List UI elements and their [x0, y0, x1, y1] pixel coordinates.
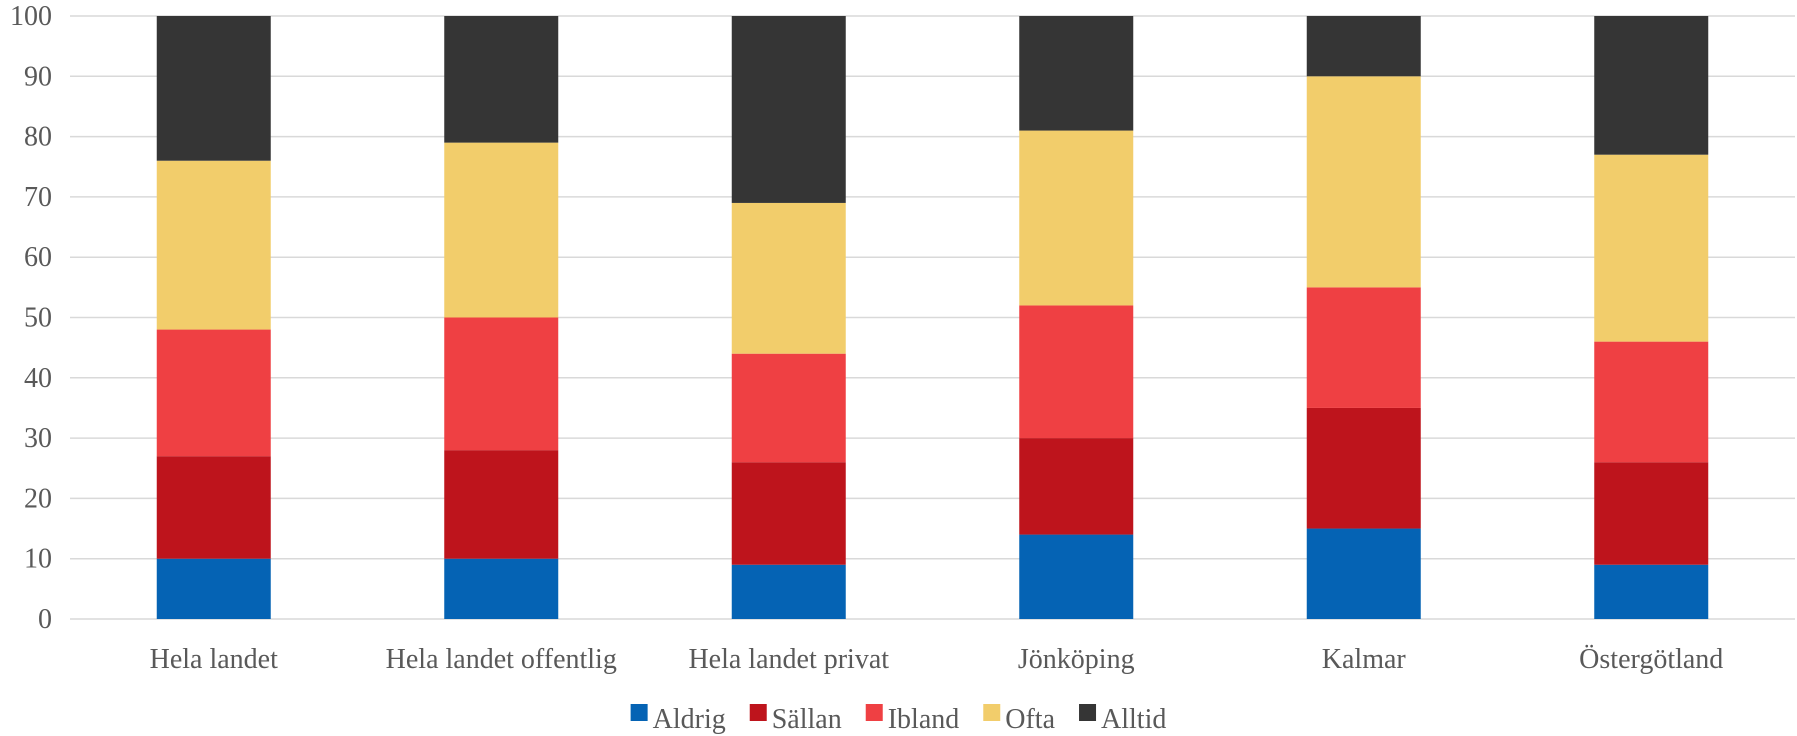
y-tick-label: 90 — [24, 61, 52, 92]
legend-label: Ofta — [1005, 704, 1055, 735]
bar-segment-sällan — [444, 450, 558, 559]
bar-segment-ofta — [444, 143, 558, 318]
legend-label: Sällan — [772, 704, 842, 735]
legend-item-alltid: Alltid — [1079, 704, 1166, 735]
legend-label: Alltid — [1101, 704, 1166, 735]
bar-segment-ibland — [157, 330, 271, 457]
bar-segment-aldrig — [444, 559, 558, 619]
bar-segment-sällan — [732, 462, 846, 565]
bar-stack-5 — [1594, 16, 1708, 619]
bar-segment-alltid — [157, 16, 271, 161]
bar-segment-aldrig — [1019, 535, 1133, 619]
bar-segment-ibland — [1307, 287, 1421, 408]
bar-segment-alltid — [732, 16, 846, 203]
legend-label: Aldrig — [653, 704, 726, 735]
bar-segment-aldrig — [1594, 565, 1708, 619]
y-tick-label: 30 — [24, 423, 52, 454]
bar-segment-ofta — [1594, 155, 1708, 342]
bar-segment-ofta — [1307, 76, 1421, 287]
bar-segment-ibland — [732, 354, 846, 463]
legend-swatch — [983, 704, 1000, 721]
bar-segment-sällan — [1594, 462, 1708, 565]
y-tick-label: 0 — [38, 604, 52, 635]
bar-segment-aldrig — [157, 559, 271, 619]
legend-item-ofta: Ofta — [983, 704, 1055, 735]
bar-segment-ofta — [732, 203, 846, 354]
bar-segment-ibland — [1019, 305, 1133, 438]
bar-stack-1 — [444, 16, 558, 619]
x-category-label: Hela landet — [150, 644, 278, 675]
y-tick-label: 20 — [24, 483, 52, 514]
bar-segment-ofta — [157, 161, 271, 330]
bar-segment-ofta — [1019, 131, 1133, 306]
x-category-label: Östergötland — [1579, 644, 1723, 675]
x-category-label: Kalmar — [1322, 644, 1407, 675]
legend-item-sällan: Sällan — [750, 704, 842, 735]
legend-swatch — [631, 704, 648, 721]
legend-item-aldrig: Aldrig — [631, 704, 726, 735]
bar-stack-2 — [732, 16, 846, 619]
legend-swatch — [1079, 704, 1096, 721]
y-tick-label: 10 — [24, 544, 52, 575]
bar-segment-sällan — [157, 456, 271, 559]
bar-segment-ibland — [1594, 342, 1708, 463]
bar-segment-ibland — [444, 318, 558, 451]
legend-swatch — [750, 704, 767, 721]
y-tick-label: 60 — [24, 242, 52, 273]
bar-segment-aldrig — [1307, 529, 1421, 619]
y-tick-label: 100 — [10, 1, 52, 32]
gridlines — [70, 16, 1795, 619]
bar-segment-aldrig — [732, 565, 846, 619]
y-axis-ticks: 0 10 20 30 40 50 60 70 80 90 100 — [10, 1, 52, 635]
y-tick-label: 80 — [24, 122, 52, 153]
x-category-label: Hela landet offentlig — [386, 644, 617, 675]
legend-label: Ibland — [888, 704, 960, 735]
bar-segment-sällan — [1019, 438, 1133, 534]
bar-segment-alltid — [1594, 16, 1708, 155]
bar-segment-alltid — [1019, 16, 1133, 131]
x-category-label: Jönköping — [1018, 644, 1135, 675]
legend: Aldrig Sällan Ibland Ofta Alltid — [631, 704, 1167, 735]
y-tick-label: 50 — [24, 303, 52, 334]
x-category-label: Hela landet privat — [688, 644, 889, 675]
bar-segment-alltid — [444, 16, 558, 143]
bar-stack-0 — [157, 16, 271, 619]
y-tick-label: 40 — [24, 363, 52, 394]
bar-segment-sällan — [1307, 408, 1421, 529]
bar-stack-4 — [1307, 16, 1421, 619]
bar-stack-3 — [1019, 16, 1133, 619]
legend-swatch — [866, 704, 883, 721]
legend-item-ibland: Ibland — [866, 704, 960, 735]
bar-segment-alltid — [1307, 16, 1421, 76]
y-tick-label: 70 — [24, 182, 52, 213]
x-axis-categories: Hela landet Hela landet offentlig Hela lan… — [150, 644, 1724, 675]
